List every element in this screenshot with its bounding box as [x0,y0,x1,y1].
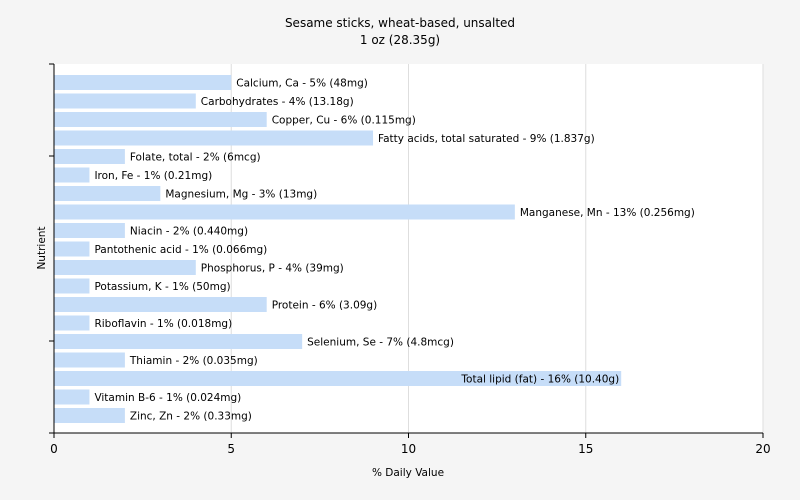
bar-17 [54,389,90,405]
axes: 0 5 10 15 20 [49,63,771,456]
bar-label-12: Protein - 6% (3.09g) [272,300,378,312]
x-tick-label-20: 20 [755,442,770,456]
bar-9 [54,241,90,257]
bar-10 [54,260,196,275]
bar-6 [54,186,161,201]
bar-label-10: Phosphorus, P - 4% (39mg) [201,263,344,275]
bar-18 [54,408,125,423]
bar-label-16: Total lipid (fat) - 16% (10.40g) [460,374,619,386]
bar-label-13: Riboflavin - 1% (0.018mg) [94,318,232,330]
bar-16 [54,371,622,386]
bar-12 [54,297,267,312]
chart-subtitle: 1 oz (28.35g) [360,33,440,47]
bar-11 [54,278,90,294]
x-tick-label-0: 0 [50,442,58,456]
bar-5 [54,167,90,183]
bar-1 [54,93,196,109]
bar-label-1: Carbohydrates - 4% (13.18g) [201,96,354,108]
bar-label-2: Copper, Cu - 6% (0.115mg) [272,115,416,127]
bar-label-11: Potassium, K - 1% (50mg) [94,281,230,293]
bars: Calcium, Ca - 5% (48mg) Carbohydrates - 4… [54,75,695,423]
bar-13 [54,315,90,331]
x-axis-label: % Daily Value [372,467,444,479]
bar-label-9: Pantothenic acid - 1% (0.066mg) [94,244,267,256]
y-axis-label: Nutrient [36,226,48,269]
bar-label-4: Folate, total - 2% (6mcg) [130,152,261,164]
bar-label-8: Niacin - 2% (0.440mg) [130,226,248,238]
x-tick-label-10: 10 [401,442,416,456]
bar-label-6: Magnesium, Mg - 3% (13mg) [165,189,317,201]
x-tick-label-5: 5 [227,442,235,456]
bar-15 [54,352,125,368]
bar-8 [54,223,125,238]
bar-label-0: Calcium, Ca - 5% (48mg) [236,78,368,90]
chart-title: Sesame sticks, wheat-based, unsalted [285,16,515,30]
bar-3 [54,130,374,146]
bar-label-5: Iron, Fe - 1% (0.21mg) [94,170,212,182]
bar-14 [54,334,303,349]
bar-label-14: Selenium, Se - 7% (4.8mcg) [307,337,454,349]
bar-4 [54,149,125,164]
bar-2 [54,112,267,127]
bar-label-18: Zinc, Zn - 2% (0.33mg) [130,411,252,423]
bar-label-17: Vitamin B-6 - 1% (0.024mg) [94,392,241,404]
bar-label-7: Manganese, Mn - 13% (0.256mg) [520,207,695,219]
bar-label-15: Thiamin - 2% (0.035mg) [129,355,258,367]
bar-7 [54,204,515,220]
bar-label-3: Fatty acids, total saturated - 9% (1.837… [378,133,595,145]
x-tick-label-15: 15 [578,442,593,456]
bar-0 [54,75,232,90]
